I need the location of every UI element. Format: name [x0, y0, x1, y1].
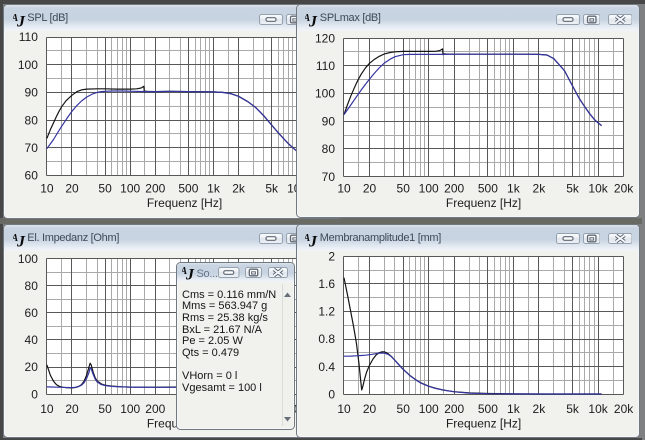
- svg-text:Frequenz [Hz]: Frequenz [Hz]: [445, 416, 520, 430]
- svg-text:90: 90: [25, 85, 39, 99]
- svg-text:500: 500: [477, 401, 497, 415]
- svg-text:40: 40: [25, 333, 39, 347]
- svg-text:20: 20: [65, 401, 79, 415]
- svg-text:Frequenz [Hz]: Frequenz [Hz]: [445, 196, 520, 210]
- svg-text:70: 70: [321, 169, 335, 183]
- svg-text:20k: 20k: [613, 401, 633, 415]
- svg-text:110: 110: [315, 59, 334, 73]
- svg-text:20: 20: [362, 401, 376, 415]
- svg-text:1k: 1k: [207, 181, 221, 195]
- svg-text:90: 90: [321, 114, 335, 128]
- svg-text:100: 100: [314, 86, 334, 100]
- svg-text:110: 110: [19, 30, 38, 44]
- svg-text:0.4: 0.4: [318, 359, 335, 373]
- svg-text:0.8: 0.8: [318, 332, 335, 346]
- svg-text:500: 500: [477, 181, 497, 195]
- svg-text:5k: 5k: [566, 181, 580, 195]
- svg-text:0: 0: [31, 387, 38, 401]
- svg-text:60: 60: [25, 168, 39, 182]
- svg-text:2k: 2k: [232, 181, 246, 195]
- svg-text:J: J: [308, 13, 318, 30]
- svg-text:20k: 20k: [613, 181, 633, 195]
- svg-text:1k: 1k: [507, 401, 521, 415]
- svg-text:1k: 1k: [507, 181, 521, 195]
- svg-text:J: J: [185, 266, 195, 283]
- svg-text:50: 50: [98, 181, 112, 195]
- svg-text:60: 60: [25, 306, 39, 320]
- svg-text:2k: 2k: [532, 181, 546, 195]
- svg-text:20: 20: [65, 181, 79, 195]
- svg-text:A: A: [182, 266, 188, 277]
- svg-text:80: 80: [321, 142, 335, 156]
- svg-text:1.2: 1.2: [318, 304, 335, 318]
- svg-text:50: 50: [396, 181, 410, 195]
- svg-text:200: 200: [444, 401, 464, 415]
- svg-text:80: 80: [25, 278, 39, 292]
- svg-text:500: 500: [178, 181, 198, 195]
- svg-text:100: 100: [418, 401, 438, 415]
- svg-text:A: A: [305, 13, 311, 24]
- svg-text:100: 100: [18, 251, 38, 265]
- svg-text:200: 200: [145, 181, 165, 195]
- svg-text:10: 10: [337, 401, 351, 415]
- svg-text:A: A: [13, 13, 19, 24]
- svg-text:5k: 5k: [566, 401, 580, 415]
- svg-text:A: A: [305, 233, 311, 244]
- svg-text:5k: 5k: [265, 181, 279, 195]
- svg-text:J: J: [16, 233, 26, 250]
- svg-text:100: 100: [120, 401, 140, 415]
- svg-text:20: 20: [25, 360, 39, 374]
- svg-text:Frequenz [Hz]: Frequenz [Hz]: [147, 196, 222, 210]
- svg-text:200: 200: [145, 401, 165, 415]
- svg-text:10: 10: [40, 401, 54, 415]
- svg-text:50: 50: [98, 401, 112, 415]
- svg-text:10k: 10k: [588, 181, 608, 195]
- svg-text:10: 10: [40, 181, 54, 195]
- svg-text:70: 70: [25, 141, 39, 155]
- svg-text:10k: 10k: [588, 401, 608, 415]
- svg-text:J: J: [308, 233, 318, 250]
- svg-text:200: 200: [444, 181, 464, 195]
- svg-text:10: 10: [337, 181, 351, 195]
- svg-text:J: J: [16, 13, 26, 30]
- svg-text:50: 50: [396, 401, 410, 415]
- svg-text:2k: 2k: [532, 401, 546, 415]
- svg-text:0: 0: [328, 387, 335, 401]
- svg-text:80: 80: [25, 113, 39, 127]
- svg-text:100: 100: [18, 57, 38, 71]
- svg-text:20: 20: [362, 181, 376, 195]
- svg-text:2: 2: [328, 249, 335, 263]
- svg-text:100: 100: [418, 181, 438, 195]
- svg-text:A: A: [13, 233, 19, 244]
- svg-text:120: 120: [314, 31, 334, 45]
- svg-text:1.6: 1.6: [318, 277, 335, 291]
- svg-text:100: 100: [120, 181, 140, 195]
